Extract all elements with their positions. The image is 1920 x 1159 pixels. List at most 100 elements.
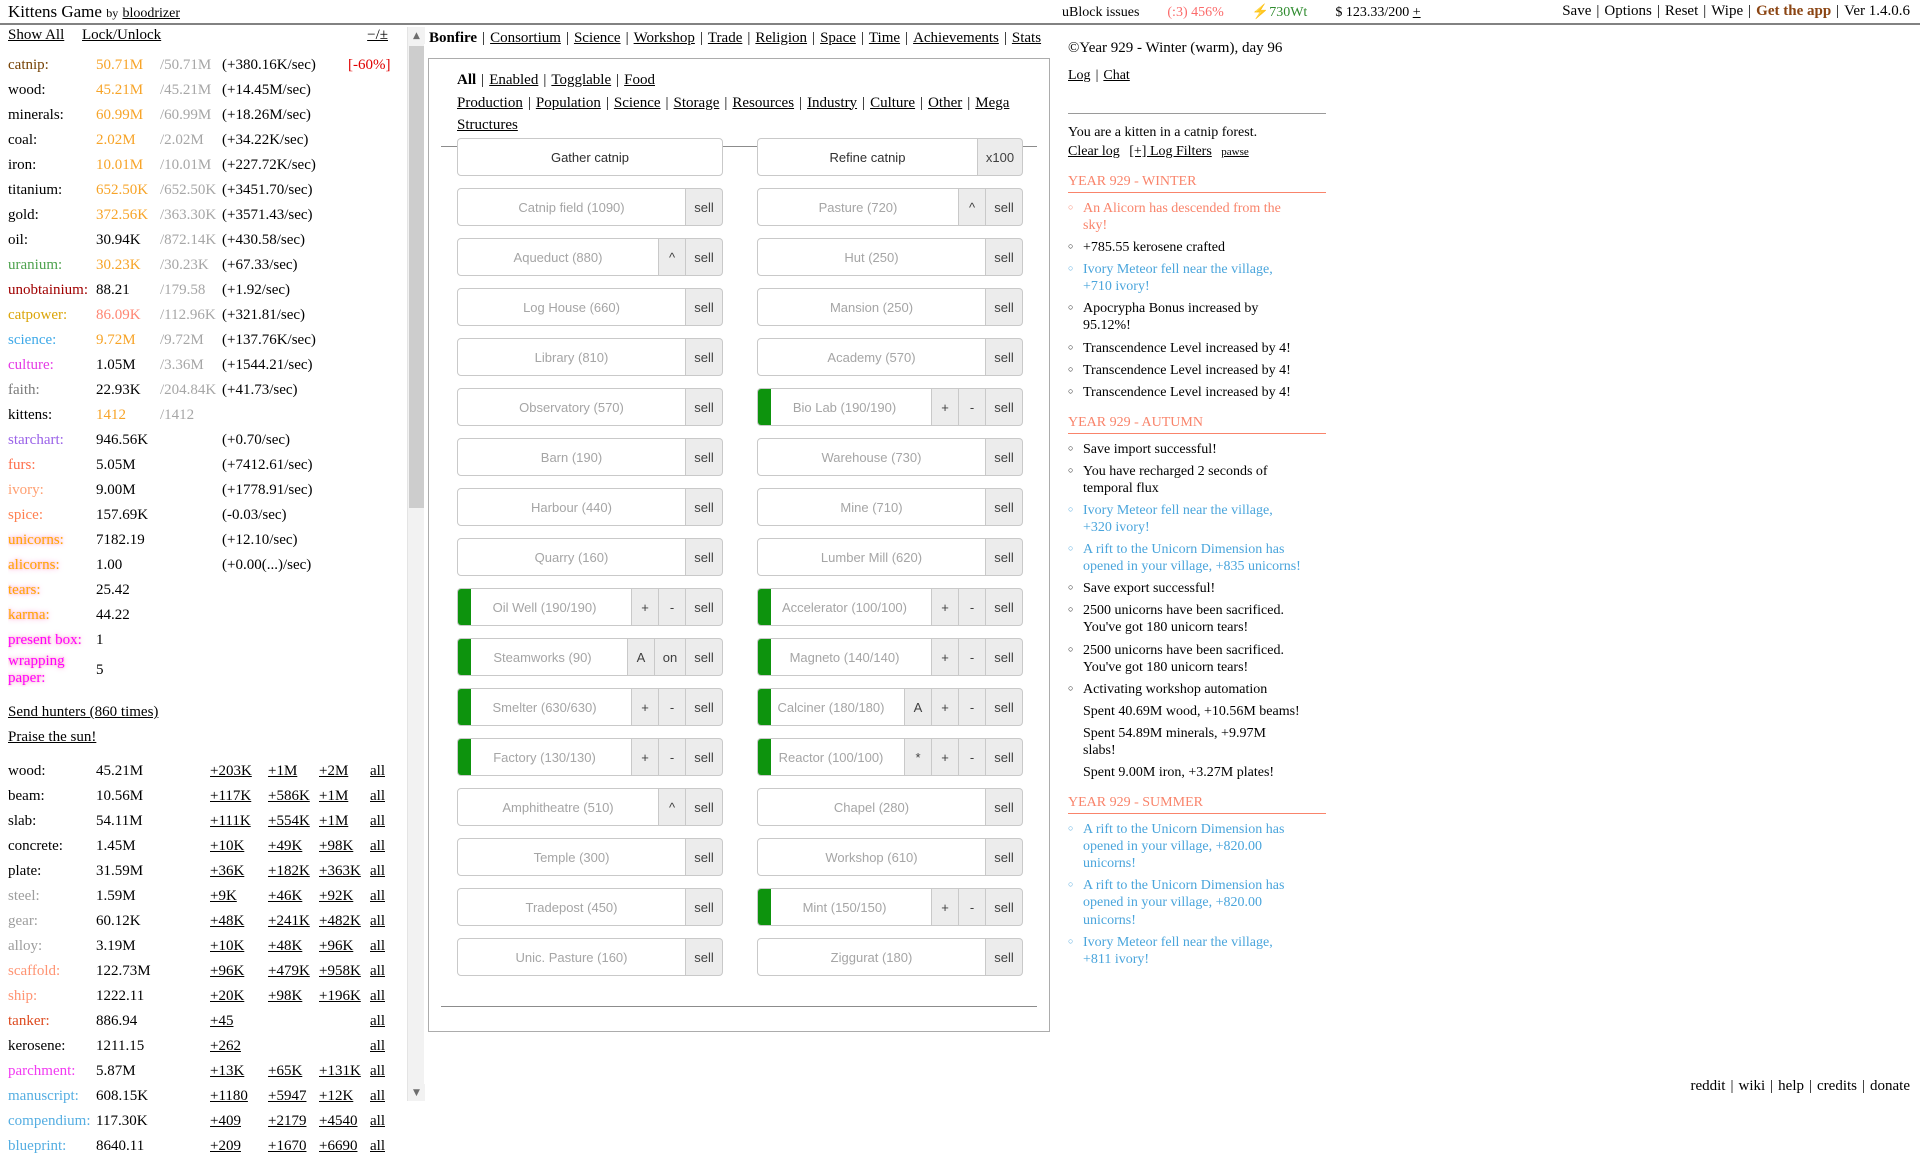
craft-link-plate-363k[interactable]: +363K bbox=[319, 863, 361, 879]
menu-options[interactable]: Options bbox=[1604, 3, 1652, 19]
building-button-mansion-250[interactable]: Mansion (250) bbox=[757, 288, 986, 326]
increment-control[interactable]: + bbox=[932, 638, 959, 676]
upgrade-control[interactable]: ^ bbox=[659, 788, 686, 826]
tab-stats[interactable]: Stats bbox=[1011, 30, 1042, 46]
scroll-up-icon[interactable]: ▲ bbox=[408, 27, 425, 44]
sell-button[interactable]: sell bbox=[686, 188, 723, 226]
menu-reset[interactable]: Reset bbox=[1664, 3, 1699, 19]
filter-industry[interactable]: Industry bbox=[807, 94, 858, 111]
sell-button[interactable]: sell bbox=[686, 438, 723, 476]
craft-link-compendium-4540[interactable]: +4540 bbox=[319, 1113, 358, 1129]
craft-all-plate[interactable]: all bbox=[370, 863, 385, 879]
building-button-academy-570[interactable]: Academy (570) bbox=[757, 338, 986, 376]
craft-all-tanker[interactable]: all bbox=[370, 1013, 385, 1029]
craft-link-scaffold-96k[interactable]: +96K bbox=[210, 963, 245, 979]
craft-link-concrete-10k[interactable]: +10K bbox=[210, 838, 245, 854]
craft-all-alloy[interactable]: all bbox=[370, 938, 385, 954]
decrement-control[interactable]: - bbox=[659, 738, 686, 776]
menu-ver-1-4-0-6[interactable]: Ver 1.4.0.6 bbox=[1844, 3, 1910, 19]
building-button-aqueduct-880[interactable]: Aqueduct (880) bbox=[457, 238, 659, 276]
craft-link-concrete-98k[interactable]: +98K bbox=[319, 838, 354, 854]
building-button-temple-300[interactable]: Temple (300) bbox=[457, 838, 686, 876]
building-button-reactor-100-100[interactable]: Reactor (100/100) bbox=[757, 738, 905, 776]
upgrade-control[interactable]: ^ bbox=[659, 238, 686, 276]
lock-unlock-link[interactable]: Lock/Unlock bbox=[82, 27, 162, 43]
tab-trade[interactable]: Trade bbox=[707, 30, 743, 46]
craft-link-manuscript-12k[interactable]: +12K bbox=[319, 1088, 354, 1104]
sell-button[interactable]: sell bbox=[686, 888, 723, 926]
building-button-amphitheatre-510[interactable]: Amphitheatre (510) bbox=[457, 788, 659, 826]
filter-enabled[interactable]: Enabled bbox=[489, 72, 539, 88]
increment-control[interactable]: + bbox=[932, 738, 959, 776]
sell-button[interactable]: sell bbox=[686, 538, 723, 576]
clear-log-link[interactable]: Clear log bbox=[1068, 144, 1120, 159]
sell-button[interactable]: sell bbox=[686, 938, 723, 976]
building-button-steamworks-90[interactable]: Steamworks (90) bbox=[457, 638, 628, 676]
mode-control[interactable]: * bbox=[905, 738, 932, 776]
sell-button[interactable]: sell bbox=[686, 238, 723, 276]
building-button-log-house-660[interactable]: Log House (660) bbox=[457, 288, 686, 326]
sell-button[interactable]: sell bbox=[686, 738, 723, 776]
tab-bonfire[interactable]: Bonfire bbox=[429, 30, 478, 46]
filter-science[interactable]: Science bbox=[613, 94, 661, 111]
building-button-library-810[interactable]: Library (810) bbox=[457, 338, 686, 376]
sell-button[interactable]: sell bbox=[986, 188, 1023, 226]
tab-science[interactable]: Science bbox=[573, 30, 621, 46]
increment-control[interactable]: + bbox=[932, 688, 959, 726]
increment-control[interactable]: + bbox=[932, 888, 959, 926]
filter-culture[interactable]: Culture bbox=[870, 94, 916, 111]
craft-link-concrete-49k[interactable]: +49K bbox=[268, 838, 303, 854]
footer-link-donate[interactable]: donate bbox=[1870, 1078, 1910, 1094]
footer-link-help[interactable]: help bbox=[1778, 1078, 1804, 1094]
craft-link-steel-92k[interactable]: +92K bbox=[319, 888, 354, 904]
decrement-control[interactable]: - bbox=[659, 688, 686, 726]
sell-button[interactable]: sell bbox=[986, 688, 1023, 726]
craft-link-manuscript-1180[interactable]: +1180 bbox=[210, 1088, 248, 1104]
building-button-harbour-440[interactable]: Harbour (440) bbox=[457, 488, 686, 526]
building-button-observatory-570[interactable]: Observatory (570) bbox=[457, 388, 686, 426]
decrement-control[interactable]: - bbox=[959, 588, 986, 626]
sell-button[interactable]: sell bbox=[986, 338, 1023, 376]
building-button-refine-catnip[interactable]: Refine catnip bbox=[757, 138, 978, 176]
craft-x100-control[interactable]: x100 bbox=[978, 138, 1023, 176]
craft-link-ship-20k[interactable]: +20K bbox=[210, 988, 245, 1004]
sell-button[interactable]: sell bbox=[986, 488, 1023, 526]
sell-button[interactable]: sell bbox=[686, 788, 723, 826]
footer-link-reddit[interactable]: reddit bbox=[1690, 1078, 1726, 1094]
craft-link-blueprint-209[interactable]: +209 bbox=[210, 1138, 241, 1154]
money-plus-link[interactable]: + bbox=[1412, 5, 1421, 20]
footer-link-credits[interactable]: credits bbox=[1817, 1078, 1857, 1094]
building-button-bio-lab-190-190[interactable]: Bio Lab (190/190) bbox=[757, 388, 932, 426]
building-button-catnip-field-1090[interactable]: Catnip field (1090) bbox=[457, 188, 686, 226]
building-button-warehouse-730[interactable]: Warehouse (730) bbox=[757, 438, 986, 476]
craft-link-alloy-10k[interactable]: +10K bbox=[210, 938, 245, 954]
building-button-accelerator-100-100[interactable]: Accelerator (100/100) bbox=[757, 588, 932, 626]
decrement-control[interactable]: - bbox=[659, 588, 686, 626]
craft-link-plate-182k[interactable]: +182K bbox=[268, 863, 310, 879]
filter-other[interactable]: Other bbox=[928, 94, 963, 111]
craft-link-steel-46k[interactable]: +46K bbox=[268, 888, 303, 904]
craft-all-manuscript[interactable]: all bbox=[370, 1088, 385, 1104]
craft-all-kerosene[interactable]: all bbox=[370, 1038, 385, 1054]
building-button-hut-250[interactable]: Hut (250) bbox=[757, 238, 986, 276]
craft-link-wood-1m[interactable]: +1M bbox=[268, 763, 298, 779]
scrollbar-thumb[interactable] bbox=[409, 46, 424, 508]
tab-log[interactable]: Log bbox=[1068, 68, 1091, 83]
action-send-hunters-860-times[interactable]: Send hunters (860 times) bbox=[8, 704, 159, 720]
increment-control[interactable]: + bbox=[632, 588, 659, 626]
on-off-toggle[interactable]: on bbox=[655, 638, 686, 676]
show-all-link[interactable]: Show All bbox=[8, 27, 65, 43]
menu-get-the-app[interactable]: Get the app bbox=[1756, 3, 1832, 19]
sell-button[interactable]: sell bbox=[986, 788, 1023, 826]
craft-link-compendium-409[interactable]: +409 bbox=[210, 1113, 241, 1129]
craft-link-steel-9k[interactable]: +9K bbox=[210, 888, 237, 904]
tab-time[interactable]: Time bbox=[868, 30, 901, 46]
building-button-tradepost-450[interactable]: Tradepost (450) bbox=[457, 888, 686, 926]
filter-togglable[interactable]: Togglable bbox=[551, 72, 612, 88]
sell-button[interactable]: sell bbox=[986, 838, 1023, 876]
craft-link-slab-554k[interactable]: +554K bbox=[268, 813, 310, 829]
craft-link-alloy-48k[interactable]: +48K bbox=[268, 938, 303, 954]
craft-link-tanker-45[interactable]: +45 bbox=[210, 1013, 234, 1029]
tab-chat[interactable]: Chat bbox=[1103, 68, 1130, 83]
craft-link-wood-203k[interactable]: +203K bbox=[210, 763, 252, 779]
